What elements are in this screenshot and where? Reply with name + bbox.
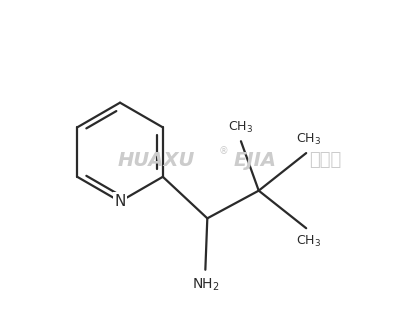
Text: NH$_2$: NH$_2$ [191, 277, 219, 293]
Text: CH$_3$: CH$_3$ [296, 132, 321, 147]
Text: CH$_3$: CH$_3$ [228, 120, 253, 135]
Text: 化学加: 化学加 [309, 151, 342, 169]
Text: ®: ® [219, 146, 228, 156]
Text: N: N [115, 194, 126, 209]
Text: EJIA: EJIA [234, 150, 277, 170]
Text: CH$_3$: CH$_3$ [296, 234, 321, 249]
Text: HUAXU: HUAXU [117, 150, 195, 170]
